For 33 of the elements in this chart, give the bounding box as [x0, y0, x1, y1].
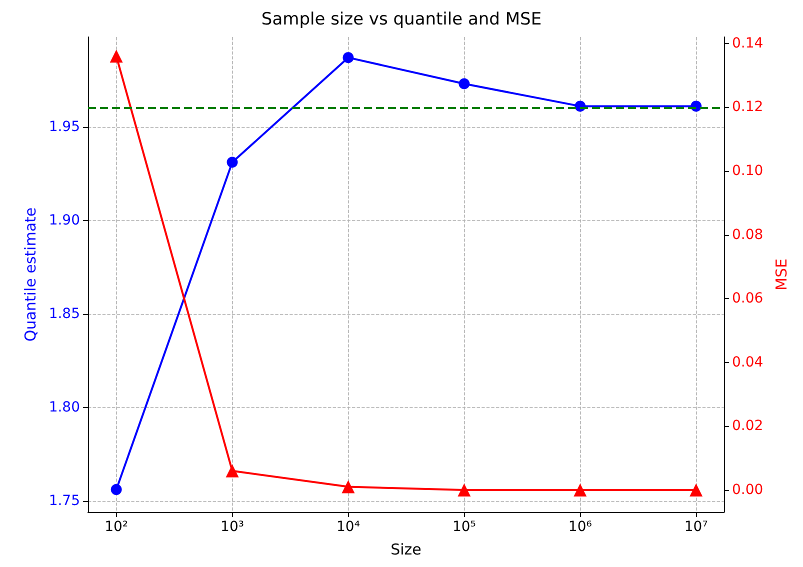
point — [574, 483, 587, 496]
y2-tick-label: 0.12 — [732, 99, 764, 116]
x-tick-label: 10⁵ — [452, 519, 476, 535]
y2-axis-title: MSE — [772, 258, 791, 290]
x-tick-label: 10⁶ — [568, 519, 592, 535]
y-tick-label: 1.75 — [48, 492, 80, 509]
x-tick-label: 10³ — [220, 519, 244, 535]
point — [458, 78, 470, 90]
y2-tick-label: 0.08 — [732, 226, 764, 243]
point — [690, 483, 703, 496]
y2-tick-label: 0.06 — [732, 290, 764, 307]
x-tick-label: 10⁷ — [684, 519, 708, 535]
y2-tick-label: 0.02 — [732, 418, 764, 434]
y2-tick-label: 0.00 — [732, 482, 764, 498]
y-axis-title: Quantile estimate — [21, 207, 40, 342]
point — [110, 50, 123, 63]
y2-tick-label: 0.04 — [732, 354, 764, 370]
y2-tick-label: 0.14 — [732, 35, 764, 52]
point — [110, 484, 122, 496]
y-tick-label: 1.90 — [48, 212, 80, 228]
y-tick-label: 1.80 — [48, 399, 80, 416]
y-tick-label: 1.85 — [48, 306, 80, 322]
y-tick-label: 1.95 — [48, 118, 80, 135]
point — [226, 156, 238, 168]
point — [342, 480, 355, 494]
point — [342, 52, 354, 64]
point — [226, 464, 239, 478]
chart-title: Sample size vs quantile and MSE — [261, 10, 542, 30]
x-tick-label: 10⁴ — [336, 519, 360, 535]
x-tick-label: 10² — [104, 519, 128, 535]
point — [458, 483, 471, 496]
y2-tick-label: 0.10 — [732, 162, 764, 179]
x-axis-title: Size — [390, 540, 422, 558]
